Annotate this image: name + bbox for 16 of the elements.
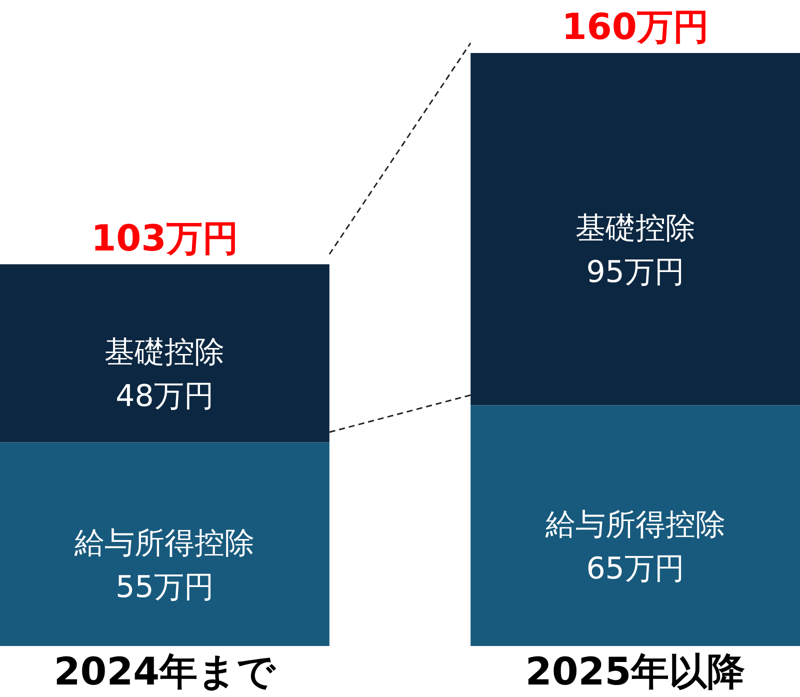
total-label: 160万円 <box>562 7 709 48</box>
series-label: 給与所得控除 <box>544 508 726 543</box>
bar <box>470 53 800 406</box>
series-label: 基礎控除 <box>104 335 225 370</box>
data-label: 48万円 <box>116 379 214 414</box>
total-label: 103万円 <box>91 218 238 260</box>
bar <box>470 405 800 646</box>
data-label: 95万円 <box>586 255 684 290</box>
data-label: 55万円 <box>116 570 214 606</box>
bar <box>0 264 330 442</box>
x-tick-label: 2024年まで <box>54 650 277 694</box>
text: 基礎控除 <box>575 211 696 246</box>
text: 給与所得控除 <box>74 526 255 562</box>
data-label: 65万円 <box>586 552 684 587</box>
bar <box>0 442 330 646</box>
x-tick-label: 2025年以降 <box>525 650 746 694</box>
